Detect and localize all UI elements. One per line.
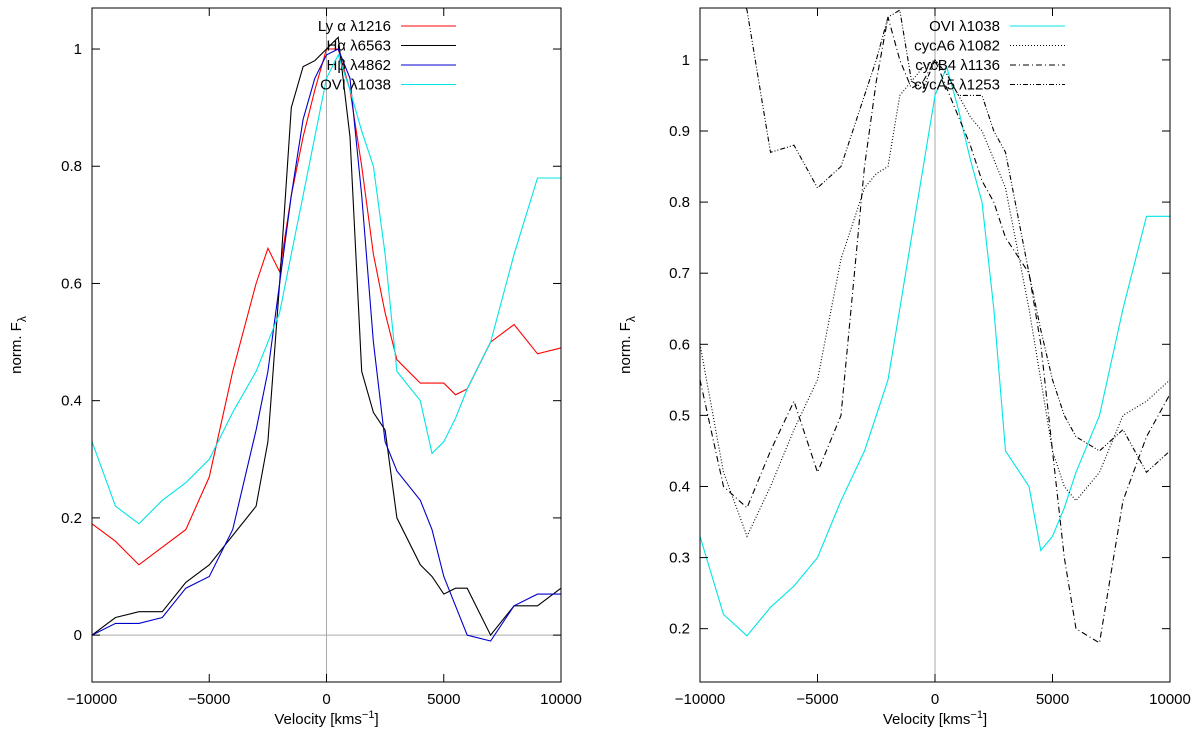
legend-label: Ly α λ1216 [318,18,391,35]
x-tick-label: 0 [322,691,330,708]
y-tick-label: 0.9 [669,123,690,140]
legend-label: OVI λ1038 [929,18,1000,35]
y-tick-label: 0.2 [61,510,82,527]
y-tick-label: 0.8 [61,158,82,175]
y-tick-label: 0.8 [669,194,690,211]
x-tick-label: 0 [931,691,939,708]
series-line [92,36,561,637]
y-tick-label: 0 [74,627,82,644]
legend-label: Hα λ6563 [326,38,391,55]
series-line [92,53,561,525]
legend-label: OVI λ1038 [320,77,391,94]
x-tick-label: −10000 [675,691,725,708]
x-tick-label: 5000 [1036,691,1069,708]
y-tick-label: 0.7 [669,265,690,282]
series-line [745,8,1170,474]
x-tick-label: 5000 [427,691,460,708]
y-tick-label: 0.2 [669,621,690,638]
x-tick-label: −10000 [67,691,117,708]
x-axis-label: Velocity [kms−1] [883,709,987,728]
y-tick-label: 0.3 [669,550,690,567]
series-line [700,65,1170,637]
y-tick-label: 0.6 [669,336,690,353]
x-tick-label: 10000 [1149,691,1191,708]
x-tick-label: −5000 [796,691,838,708]
legend-label: cycA5 λ1253 [914,77,1000,94]
y-tick-label: 1 [74,41,82,58]
legend-label: cycA6 λ1082 [914,38,1000,55]
y-tick-label: 0.4 [669,478,690,495]
y-tick-label: 1 [682,52,690,69]
y-axis-label: norm. Fλ [8,316,29,374]
y-axis-label: norm. Fλ [617,316,638,374]
y-tick-label: 0.4 [61,393,82,410]
y-tick-label: 0.6 [61,275,82,292]
x-tick-label: 10000 [540,691,582,708]
panel-2: OVI λ1038 cycA6 λ1082 cycB4 λ1136 cycA5 λ12… [617,7,1191,728]
legend-label: cycB4 λ1136 [915,57,1000,74]
series-line [700,17,1170,644]
x-axis-label: Velocity [kms−1] [274,709,378,728]
x-tick-label: −5000 [188,691,230,708]
series-line [92,48,561,642]
y-tick-label: 0.5 [669,407,690,424]
